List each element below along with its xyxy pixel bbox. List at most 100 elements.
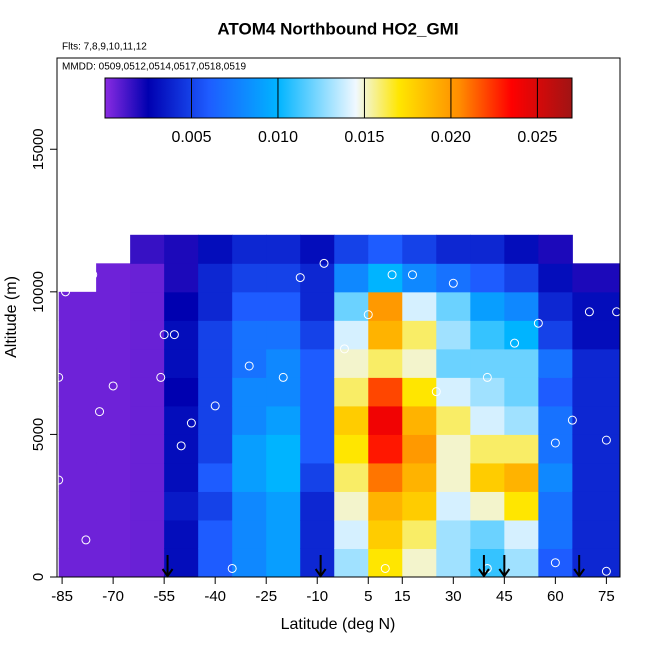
heat-cell: [504, 548, 539, 578]
observation-point: [54, 372, 64, 382]
heat-cell: [130, 462, 165, 492]
heat-cell: [402, 234, 437, 264]
heat-cell: [538, 377, 573, 407]
heat-cell: [96, 519, 131, 549]
heat-cell: [300, 377, 335, 407]
observation-point: [186, 418, 196, 428]
heat-cell: [266, 434, 301, 464]
heat-cell: [130, 548, 165, 578]
heat-cell: [470, 434, 505, 464]
observation-point: [339, 344, 349, 354]
heat-cell: [436, 405, 471, 435]
x-tick-label: -85: [51, 588, 73, 605]
heat-cell: [504, 405, 539, 435]
heat-cell: [402, 377, 437, 407]
heat-cell: [58, 405, 97, 435]
heat-cell: [266, 491, 301, 521]
arrow-head: [161, 568, 174, 578]
heat-cell: [232, 320, 267, 350]
heat-cell: [572, 377, 621, 407]
heat-cell: [334, 491, 369, 521]
heat-cell: [232, 263, 267, 293]
heat-cell: [504, 519, 539, 549]
observation-point: [74, 273, 84, 283]
heat-cell: [232, 377, 267, 407]
heat-cell: [504, 462, 539, 492]
heat-cell: [96, 462, 131, 492]
heat-cell: [470, 291, 505, 321]
observation-point: [295, 273, 305, 283]
heat-cell: [470, 377, 505, 407]
heat-cell: [130, 291, 165, 321]
heat-cell: [266, 548, 301, 578]
x-tick-label: 30: [445, 588, 462, 605]
heat-cell: [232, 348, 267, 378]
observation-point: [54, 475, 64, 485]
y-tick-label: 10000: [30, 271, 47, 313]
x-tick-label: -25: [255, 588, 277, 605]
heat-cell: [232, 434, 267, 464]
heat-cell: [164, 405, 199, 435]
heat-cell: [538, 348, 573, 378]
heat-cell: [58, 434, 97, 464]
observation-point: [567, 415, 577, 425]
heat-cell: [368, 377, 403, 407]
heat-cell: [96, 491, 131, 521]
heat-cell: [504, 291, 539, 321]
heat-cell: [232, 405, 267, 435]
x-tick-label: 60: [547, 588, 564, 605]
arrow-head: [478, 568, 490, 578]
observation-point: [550, 438, 560, 448]
heat-cell: [164, 263, 199, 293]
heat-cell: [572, 491, 621, 521]
heat-cell: [368, 405, 403, 435]
y-tick-label: 0: [30, 573, 47, 581]
observation-point: [387, 270, 397, 280]
observation-point: [612, 307, 622, 317]
observation-point: [482, 372, 492, 382]
heat-cell: [436, 348, 471, 378]
heat-cell: [538, 548, 573, 578]
heat-cell: [300, 320, 335, 350]
observation-point: [278, 372, 288, 382]
heat-cell: [58, 462, 97, 492]
heat-cell: [470, 263, 505, 293]
heat-cell: [164, 320, 199, 350]
heat-cell: [164, 291, 199, 321]
heat-cell: [538, 320, 573, 350]
chart-title: ATOM4 Northbound HO2_GMI: [217, 19, 458, 38]
heat-cell: [232, 519, 267, 549]
observation-point: [601, 566, 611, 576]
heat-cell: [504, 434, 539, 464]
heat-cell: [58, 491, 97, 521]
heat-cell: [130, 405, 165, 435]
heat-cell: [334, 348, 369, 378]
heat-cell: [368, 291, 403, 321]
heat-cell: [470, 548, 505, 578]
arrow-head: [498, 568, 511, 578]
heat-cell: [572, 405, 621, 435]
heat-cell: [470, 519, 505, 549]
colorbar: [104, 77, 573, 119]
heat-cell: [402, 462, 437, 492]
heat-cell: [198, 491, 233, 521]
heat-cell: [334, 548, 369, 578]
heat-cell: [368, 348, 403, 378]
observation-point: [169, 330, 179, 340]
observation-point: [319, 258, 329, 268]
heat-cell: [402, 291, 437, 321]
heat-cell: [300, 519, 335, 549]
heat-cell: [130, 263, 165, 293]
heat-cell: [164, 434, 199, 464]
heat-cell: [368, 462, 403, 492]
heat-cell: [504, 348, 539, 378]
heat-cell: [436, 263, 471, 293]
heat-cell: [572, 519, 621, 549]
heat-cell: [436, 491, 471, 521]
marker-arrow: [573, 555, 585, 578]
observation-point: [431, 387, 441, 397]
heat-cell: [164, 377, 199, 407]
heat-cell: [334, 320, 369, 350]
heat-cell: [470, 491, 505, 521]
observation-point: [176, 441, 186, 451]
